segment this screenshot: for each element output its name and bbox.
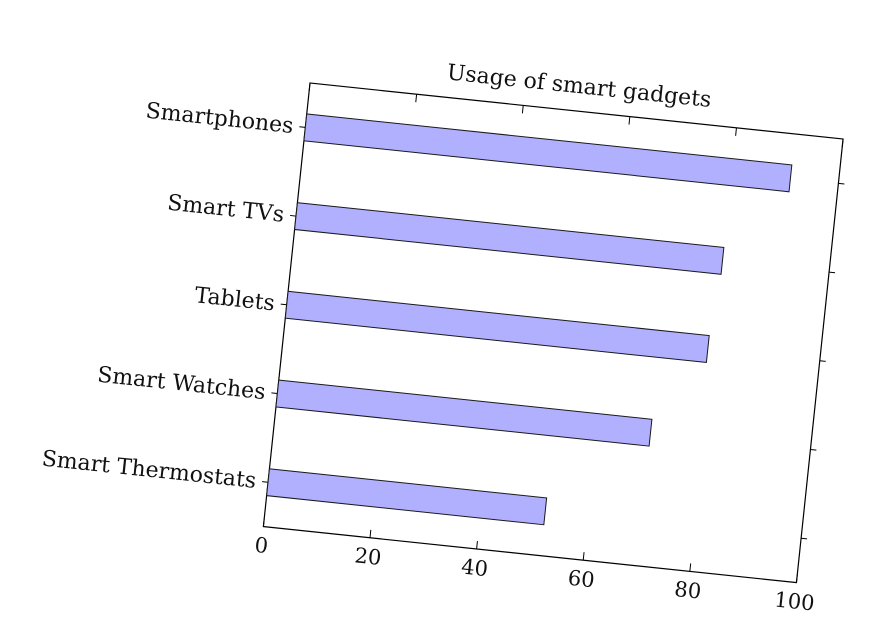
x-tick-bottom — [795, 574, 798, 583]
y-tick-left — [262, 481, 269, 483]
y-tick-label: Smart Watches — [96, 363, 267, 406]
x-tick-top — [521, 105, 524, 114]
bar-smart-thermostats — [266, 468, 548, 526]
bar-smart-tvs — [294, 202, 725, 275]
y-tick-label: Tablets — [193, 283, 276, 316]
y-tick-right — [838, 182, 845, 185]
bar-smart-watches — [275, 379, 653, 447]
y-tick-left — [289, 214, 297, 217]
x-tick-label: 100 — [773, 587, 815, 615]
y-tick-right — [819, 360, 826, 362]
y-tick-right — [810, 449, 817, 451]
bar-smartphones — [303, 113, 793, 193]
x-tick-top — [308, 82, 311, 92]
y-tick-label: Smart TVs — [166, 191, 285, 228]
x-tick-label: 80 — [673, 577, 702, 604]
x-tick-top — [415, 94, 418, 103]
x-tick-bottom — [582, 552, 585, 561]
y-tick-right — [829, 271, 836, 274]
x-tick-label: 0 — [253, 533, 269, 558]
x-tick-label: 20 — [353, 543, 382, 570]
y-tick-left — [299, 126, 306, 128]
y-tick-label: Smart Thermostats — [41, 447, 258, 494]
x-tick-bottom — [476, 540, 478, 550]
plot-area: 0 20 40 60 80 100 Smartphones Smart TVs Tablets S… — [41, 82, 845, 616]
x-tick-label: 40 — [460, 555, 489, 582]
x-tick-top — [628, 116, 631, 125]
y-tick-left — [271, 392, 278, 394]
x-tick-bottom — [262, 518, 265, 527]
y-tick-label: Smartphones — [144, 99, 294, 139]
x-tick-bottom — [689, 563, 692, 572]
x-tick-top — [841, 138, 844, 148]
chart-title: Usage of smart gadgets — [446, 60, 713, 113]
y-tick-left — [280, 303, 287, 306]
y-tick-right — [801, 537, 808, 540]
x-tick-label: 60 — [567, 566, 596, 593]
bar-tablets — [284, 290, 710, 364]
x-tick-bottom — [369, 529, 372, 538]
x-tick-top — [735, 127, 737, 136]
